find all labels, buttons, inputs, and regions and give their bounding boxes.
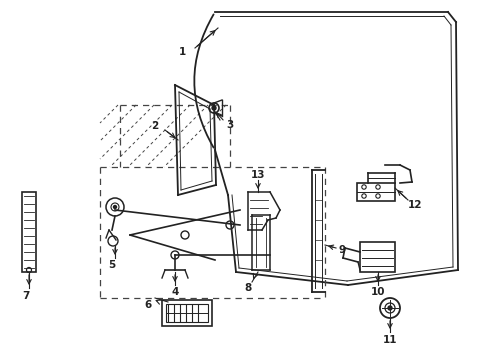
Bar bbox=[357, 183, 395, 201]
Circle shape bbox=[388, 306, 392, 310]
Text: 6: 6 bbox=[145, 300, 151, 310]
Text: 7: 7 bbox=[23, 291, 30, 301]
Text: 1: 1 bbox=[178, 47, 186, 57]
Text: 13: 13 bbox=[251, 170, 265, 180]
Text: 5: 5 bbox=[108, 260, 116, 270]
Text: 3: 3 bbox=[226, 120, 234, 130]
Bar bbox=[22, 192, 36, 272]
Text: 8: 8 bbox=[245, 283, 252, 293]
Bar bbox=[166, 304, 208, 322]
Circle shape bbox=[212, 106, 216, 110]
Text: 9: 9 bbox=[339, 245, 345, 255]
Text: 11: 11 bbox=[383, 335, 397, 345]
Bar bbox=[360, 242, 395, 272]
Text: 2: 2 bbox=[151, 121, 159, 131]
Text: 10: 10 bbox=[371, 287, 385, 297]
Circle shape bbox=[114, 206, 117, 208]
Text: 12: 12 bbox=[408, 200, 422, 210]
Text: 4: 4 bbox=[172, 287, 179, 297]
Bar bbox=[162, 300, 212, 326]
